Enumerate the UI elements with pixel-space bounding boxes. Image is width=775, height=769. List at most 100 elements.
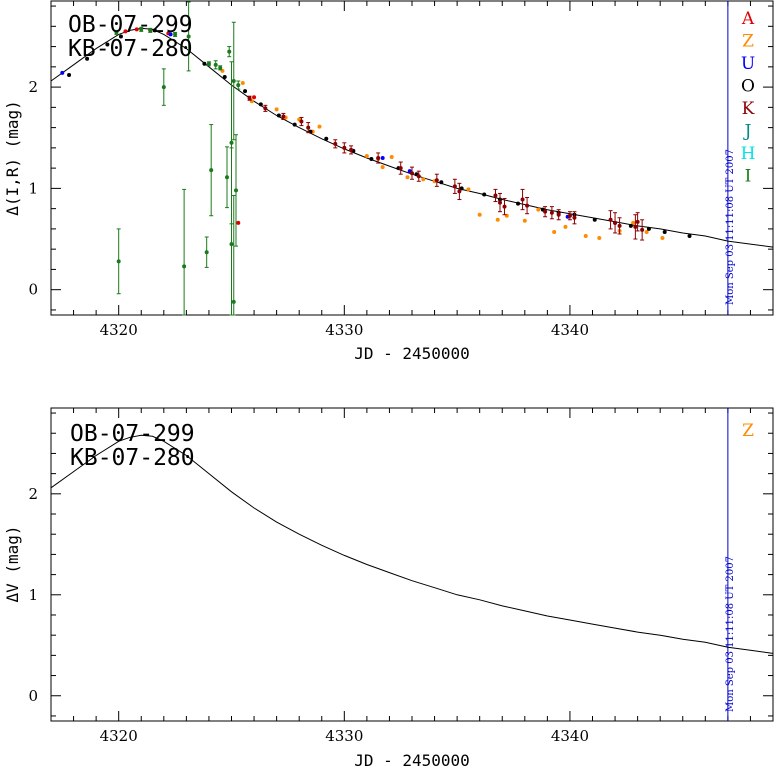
y-tick-label: 1 — [28, 179, 38, 197]
y-tick-label: 0 — [28, 687, 38, 705]
data-point-O — [646, 226, 651, 231]
data-point-Z — [495, 217, 500, 222]
data-point-K — [349, 147, 354, 152]
data-point-I — [234, 188, 239, 193]
data-point-I — [229, 140, 234, 145]
bottom-event-label-1: OB-07-299 — [70, 421, 195, 447]
data-point-K — [633, 224, 638, 229]
data-point-O — [439, 180, 444, 185]
top-panel-axes: 4320 4330 4340 0 1 2 — [28, 1, 774, 339]
data-point-K — [640, 227, 645, 232]
bottom-y-axis-title: ΔV (mag) — [3, 525, 22, 602]
data-point-O — [152, 28, 157, 33]
data-point-O — [202, 61, 207, 66]
data-point-Z — [563, 224, 568, 229]
data-point-Z — [405, 175, 410, 180]
data-point-O — [369, 157, 374, 162]
legend-entry-Z: Z — [742, 32, 754, 52]
data-point-O — [118, 34, 123, 39]
data-point-Z — [583, 233, 588, 238]
data-point-O — [292, 122, 297, 127]
data-point-Z — [274, 107, 279, 112]
data-point-K — [556, 212, 561, 217]
legend-entry-I: I — [745, 167, 752, 187]
data-point-K — [613, 220, 618, 225]
data-point-I — [186, 34, 191, 39]
data-point-O — [482, 192, 487, 197]
data-point-K — [416, 174, 421, 179]
data-point-I — [116, 259, 121, 264]
data-point-I — [224, 175, 229, 180]
data-point-I — [204, 250, 209, 255]
data-point-I — [209, 168, 214, 173]
model-curve — [50, 434, 774, 654]
data-point-K — [410, 171, 414, 176]
data-point-Z — [522, 218, 527, 223]
legend-entry-H: H — [741, 144, 756, 164]
data-point-O — [516, 201, 521, 206]
legend-entry-U: U — [741, 54, 755, 74]
data-point-U — [60, 70, 65, 75]
data-point-K — [567, 213, 572, 218]
data-point-Z — [644, 229, 649, 234]
y-tick-label: 2 — [28, 78, 38, 96]
data-point-Z — [421, 177, 426, 182]
top-event-label-1: OB-07-299 — [68, 12, 193, 38]
data-point-K — [457, 189, 462, 194]
data-point-Z — [380, 165, 385, 170]
bottom-panel: 4320 4330 4340 0 1 2 OB-07-299 KB-07-280 JD -… — [3, 407, 774, 769]
bottom-legend: Z — [742, 421, 754, 441]
legend-entry-J: J — [743, 122, 752, 142]
data-point-O — [687, 233, 692, 238]
data-point-K — [635, 219, 640, 224]
data-point-K — [333, 141, 338, 146]
data-point-Z — [466, 187, 471, 192]
data-point-K — [543, 209, 548, 214]
data-point-O — [628, 223, 633, 228]
data-point-K — [617, 223, 622, 228]
data-point-Z — [631, 220, 636, 225]
y-tick-label: 1 — [28, 586, 38, 604]
data-point-A — [134, 27, 139, 32]
data-point-O — [105, 42, 110, 47]
x-tick-label: 4340 — [551, 321, 589, 339]
data-point-O — [324, 136, 329, 141]
x-tick-label: 4340 — [551, 727, 589, 745]
y-tick-label: 0 — [28, 281, 38, 299]
top-event-label-2: KB-07-280 — [68, 36, 193, 62]
x-tick-label: 4330 — [325, 727, 363, 745]
data-point-K — [608, 217, 613, 222]
data-point-K — [306, 125, 311, 130]
data-point-O — [258, 102, 263, 107]
data-point-K — [263, 106, 268, 111]
data-point-K — [502, 204, 507, 209]
top-panel: 4320 4330 4340 0 1 2 OB-07-299 KB-07-280 JD -… — [3, 0, 774, 363]
legend-entry-A: A — [741, 9, 755, 29]
data-point-U — [380, 156, 385, 160]
data-point-Z — [536, 207, 541, 212]
data-point-Z — [317, 124, 322, 129]
data-point-K — [247, 96, 252, 101]
data-point-Z — [597, 236, 602, 241]
data-point-I — [236, 83, 241, 88]
data-point-K — [572, 215, 577, 220]
data-point-Z — [660, 236, 665, 241]
data-point-K — [497, 200, 502, 205]
data-point-I — [231, 299, 236, 304]
data-point-O — [592, 217, 597, 222]
y-tick-label: 2 — [28, 485, 38, 503]
data-point-O — [67, 72, 72, 77]
data-point-O — [222, 74, 227, 79]
data-point-I — [218, 65, 223, 70]
data-point-K — [549, 210, 554, 215]
data-point-I — [231, 79, 236, 84]
data-point-K — [281, 114, 286, 119]
data-point-K — [434, 178, 439, 183]
data-point-O — [459, 186, 464, 191]
top-timestamp: Mon Sep 03 11:11:08 UT 2007 — [725, 149, 736, 305]
data-point-K — [342, 145, 347, 150]
data-point-I — [161, 85, 166, 90]
bottom-panel-axes: 4320 4330 4340 0 1 2 — [28, 408, 774, 745]
